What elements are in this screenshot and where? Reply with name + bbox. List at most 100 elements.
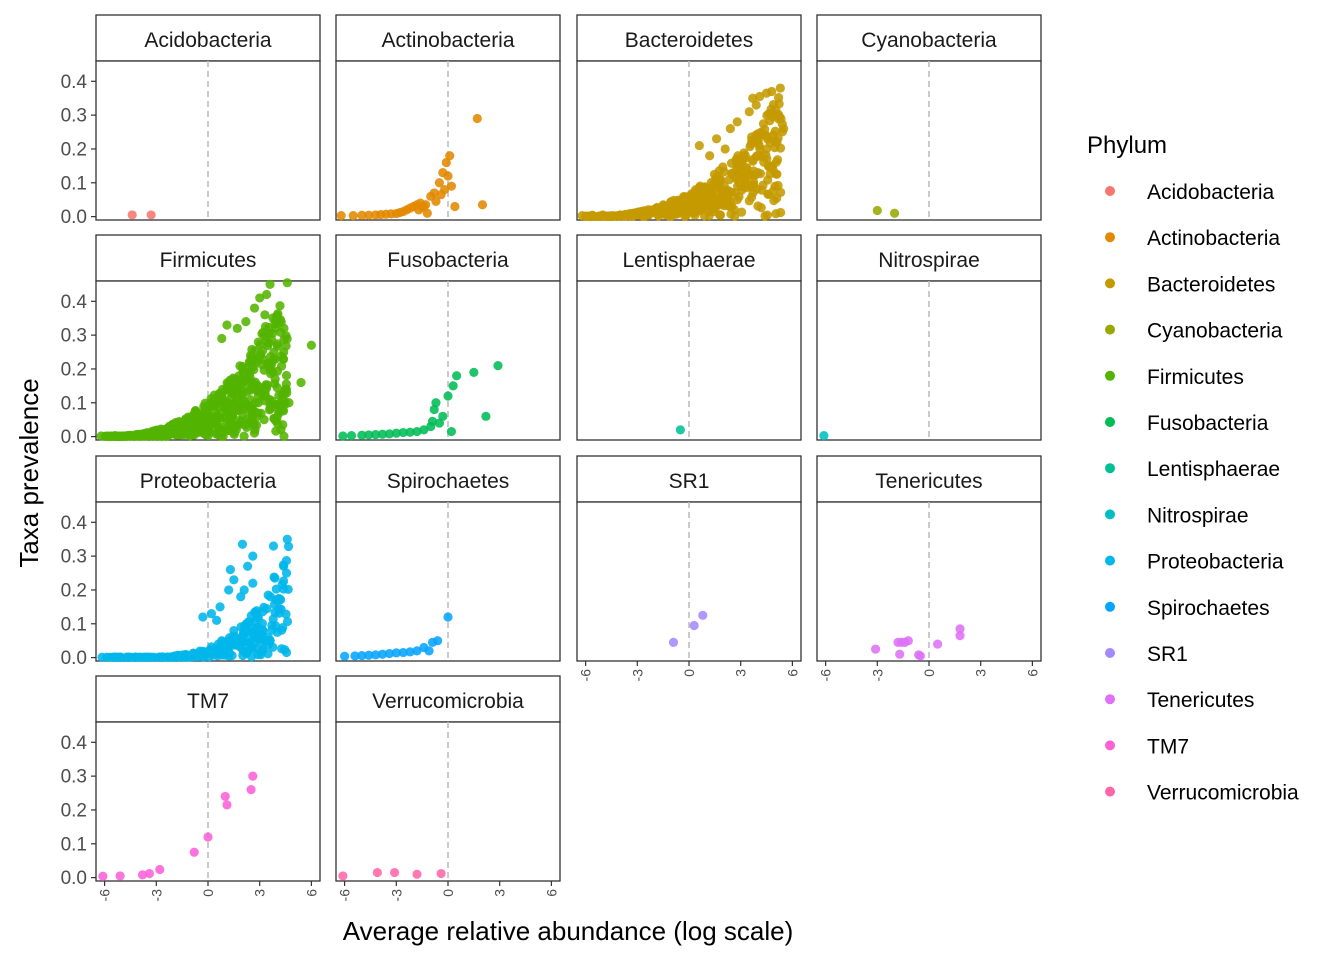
data-point <box>763 189 773 199</box>
data-point <box>181 414 191 424</box>
data-point <box>198 612 208 622</box>
strip-label: Lentisphaerae <box>622 249 755 272</box>
points-acidobacteria <box>127 210 156 220</box>
data-point <box>272 339 283 349</box>
legend-label: Proteobacteria <box>1147 551 1284 574</box>
data-point <box>481 411 491 421</box>
data-point <box>144 868 155 879</box>
data-point <box>726 209 736 219</box>
strip-bacteroidetes <box>576 14 802 62</box>
panel-bacteroidetes: Bacteroidetes <box>576 14 802 221</box>
y-tick-label: 0.3 <box>61 767 87 788</box>
data-point <box>340 651 350 661</box>
data-point <box>274 593 284 604</box>
data-point <box>190 406 201 416</box>
legend-label: Spirochaetes <box>1147 597 1270 620</box>
data-point <box>241 625 251 636</box>
data-point <box>753 201 763 211</box>
points-fusobacteria <box>338 360 503 441</box>
data-point <box>371 429 381 440</box>
x-tick-label: -3 <box>869 669 885 682</box>
data-point <box>419 425 429 435</box>
x-axis-title: Average relative abundance (log scale) <box>343 916 793 946</box>
data-point <box>705 151 715 161</box>
data-point <box>398 647 408 658</box>
data-point <box>434 418 444 428</box>
data-point <box>233 405 243 415</box>
data-point <box>270 323 280 333</box>
data-point <box>726 187 736 197</box>
strip-acidobacteria <box>95 14 321 62</box>
strip-label: Cyanobacteria <box>861 29 997 52</box>
legend: Phylum Acidobacteria Actinobacteria Bacter… <box>1087 132 1299 805</box>
points-nitrospirae <box>819 431 829 441</box>
data-point <box>732 117 742 127</box>
strip-nitrospirae <box>816 234 1042 282</box>
data-point <box>364 430 374 440</box>
data-point <box>255 293 265 303</box>
data-point <box>338 871 348 881</box>
x-tick-label: 6 <box>1024 669 1040 677</box>
data-point <box>231 425 241 435</box>
data-point <box>296 377 306 388</box>
data-point <box>819 431 829 441</box>
data-point <box>674 196 684 206</box>
x-tick-label: 0 <box>681 669 697 677</box>
panel-spirochaetes: Spirochaetes <box>335 455 561 662</box>
data-point <box>774 99 784 109</box>
data-point <box>248 578 258 588</box>
x-tick-label: -6 <box>818 669 834 682</box>
data-point <box>469 367 479 377</box>
data-point <box>224 585 234 595</box>
data-point <box>212 615 222 626</box>
x-tick-label: -6 <box>337 889 353 902</box>
data-point <box>279 323 289 333</box>
data-point <box>155 864 165 875</box>
data-point <box>637 211 647 221</box>
data-point <box>357 650 367 661</box>
data-point <box>134 431 144 441</box>
data-point <box>217 333 227 344</box>
strip-tenericutes <box>816 455 1042 503</box>
strip-label: Tenericutes <box>875 470 982 493</box>
x-tick-label: 3 <box>492 889 508 897</box>
y-tick-label: 0.0 <box>61 868 87 889</box>
data-point <box>391 428 401 438</box>
data-point <box>336 211 346 221</box>
data-point <box>675 425 685 435</box>
data-point <box>377 429 388 439</box>
data-point <box>357 430 367 440</box>
data-point <box>270 573 280 583</box>
legend-item-nitrospirae: Nitrospirae <box>1105 504 1249 527</box>
data-point <box>229 575 239 585</box>
x-tick-label: 0 <box>200 889 216 897</box>
data-point <box>255 340 265 350</box>
data-point <box>212 647 222 658</box>
data-point <box>195 413 205 423</box>
data-point <box>278 354 289 364</box>
legend-label: Verrucomicrobia <box>1147 782 1299 805</box>
strip-label: Firmicutes <box>160 249 257 272</box>
data-point <box>261 289 272 300</box>
data-point <box>260 310 270 320</box>
data-point <box>141 652 151 662</box>
panel-proteobacteria: Proteobacteria 0.0 0.1 0.2 0.3 0.4 <box>61 455 321 669</box>
x-tick-label: 6 <box>543 889 559 897</box>
legend-swatch <box>1105 555 1115 566</box>
data-point <box>269 347 279 357</box>
data-point <box>110 431 120 441</box>
y-tick-label: 0.1 <box>61 393 87 414</box>
data-point <box>448 381 458 391</box>
data-point <box>248 551 258 561</box>
data-point <box>277 644 287 654</box>
y-tick-label: 0.2 <box>61 139 87 160</box>
x-tick-label: 0 <box>921 669 937 677</box>
data-point <box>223 397 233 408</box>
strip-label: Fusobacteria <box>387 249 509 272</box>
data-point <box>452 371 462 381</box>
data-point <box>433 636 443 646</box>
data-point <box>446 426 457 437</box>
x-tick-label: 0 <box>440 889 456 897</box>
legend-label: Bacteroidetes <box>1147 273 1275 296</box>
